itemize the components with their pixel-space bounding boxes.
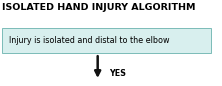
Text: ISOLATED HAND INJURY ALGORITHM: ISOLATED HAND INJURY ALGORITHM <box>2 3 196 12</box>
Text: YES: YES <box>109 69 126 78</box>
Text: Injury is isolated and distal to the elbow: Injury is isolated and distal to the elb… <box>9 36 169 45</box>
FancyBboxPatch shape <box>2 28 211 53</box>
